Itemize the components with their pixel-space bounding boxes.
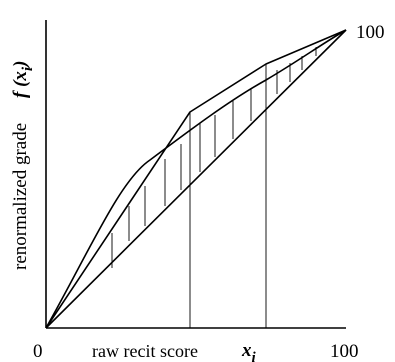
y-axis-label-group: renormalized grade f (xi): [10, 61, 36, 270]
smooth-curve: [45, 29, 347, 329]
x-variable-label: xi: [241, 340, 257, 362]
x-axis-label: raw recit score: [92, 341, 198, 361]
x-axis-label-text: raw recit score: [92, 341, 198, 361]
y-function-sub: i: [20, 66, 36, 71]
y-function-close: ): [10, 61, 31, 69]
y-max-label: 100: [356, 22, 385, 43]
y-axis-label-text: renormalized grade: [10, 123, 31, 270]
hatch-lines: [111, 47, 317, 268]
origin-label: 0: [33, 341, 43, 362]
piecewise-curve: [45, 29, 347, 329]
diagonal-line: [45, 29, 347, 329]
y-function-label: f (xi): [10, 61, 36, 98]
x-max-label: 100: [330, 341, 359, 362]
y-axis-label: renormalized grade: [10, 123, 31, 270]
y-function: f (x: [10, 71, 31, 98]
x-variable-sub: i: [252, 350, 257, 362]
x-variable: x: [241, 340, 252, 361]
